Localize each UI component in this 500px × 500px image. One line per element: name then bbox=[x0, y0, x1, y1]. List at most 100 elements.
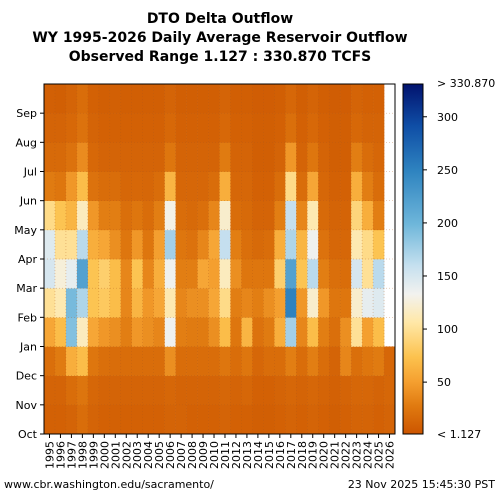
y-tick-label: Dec bbox=[16, 370, 37, 383]
heatmap-cell bbox=[87, 346, 100, 376]
heatmap-cell bbox=[208, 113, 220, 143]
heatmap-cell bbox=[197, 229, 209, 260]
heatmap-cell bbox=[307, 317, 319, 347]
heatmap-cell bbox=[44, 142, 56, 172]
heatmap-cell bbox=[307, 84, 319, 114]
heatmap-cell bbox=[65, 171, 78, 201]
heatmap-cell bbox=[252, 346, 264, 376]
heatmap-cell bbox=[296, 375, 308, 406]
heatmap-cell bbox=[285, 171, 297, 201]
colorbar-tick-label: 100 bbox=[437, 323, 458, 336]
x-tick-label: 2008 bbox=[186, 441, 199, 469]
heatmap-cell bbox=[285, 317, 297, 347]
heatmap-cell bbox=[76, 375, 89, 406]
heatmap-cell bbox=[318, 229, 330, 260]
heatmap-cell bbox=[307, 171, 319, 201]
heatmap-cell bbox=[197, 346, 209, 376]
heatmap-cell bbox=[153, 317, 165, 347]
heatmap-cell bbox=[197, 404, 209, 435]
heatmap-cell bbox=[252, 171, 264, 201]
heatmap-cell bbox=[230, 375, 242, 406]
heatmap-cell bbox=[54, 288, 67, 318]
heatmap-cell bbox=[142, 404, 154, 435]
heatmap-cell bbox=[197, 259, 209, 289]
heatmap-cell bbox=[54, 200, 67, 231]
heatmap-cell bbox=[263, 404, 275, 435]
heatmap-cell bbox=[318, 404, 330, 435]
heatmap-cell bbox=[153, 113, 165, 143]
heatmap-cell bbox=[164, 259, 176, 289]
heatmap-cell bbox=[164, 142, 176, 172]
heatmap-cell bbox=[164, 375, 176, 406]
heatmap-cell bbox=[230, 84, 242, 114]
heatmap-cell bbox=[120, 84, 133, 114]
heatmap-cell bbox=[76, 200, 89, 231]
heatmap-cell bbox=[120, 288, 133, 318]
x-tick-label: 2013 bbox=[241, 441, 254, 469]
heatmap-cell bbox=[142, 171, 154, 201]
heatmap-cell bbox=[285, 375, 297, 406]
heatmap-cell bbox=[263, 113, 275, 143]
heatmap-cell bbox=[76, 404, 89, 435]
heatmap-cell bbox=[87, 317, 100, 347]
heatmap-cell bbox=[241, 229, 253, 260]
heatmap-cell bbox=[373, 375, 385, 406]
heatmap-cell bbox=[208, 142, 220, 172]
heatmap-cell bbox=[274, 84, 286, 114]
heatmap-cell bbox=[44, 259, 56, 289]
heatmap-cell bbox=[307, 142, 319, 172]
heatmap-cell bbox=[307, 200, 319, 231]
x-tick-label: 2005 bbox=[153, 441, 166, 469]
chart-subtitle: WY 1995-2026 Daily Average Reservoir Out… bbox=[32, 30, 408, 46]
heatmap-cell bbox=[65, 404, 78, 435]
heatmap-cell bbox=[362, 404, 374, 435]
heatmap-cell bbox=[318, 317, 330, 347]
heatmap-cell bbox=[142, 346, 154, 376]
heatmap-cell bbox=[131, 229, 144, 260]
heatmap-cell bbox=[318, 375, 330, 406]
heatmap-cell bbox=[263, 229, 275, 260]
heatmap-cell bbox=[252, 404, 264, 435]
footer-url: www.cbr.washington.edu/sacramento/ bbox=[4, 478, 214, 491]
heatmap-cell bbox=[296, 142, 308, 172]
heatmap-cell bbox=[98, 229, 111, 260]
heatmap-cell bbox=[329, 171, 341, 201]
heatmap-cell bbox=[285, 404, 297, 435]
heatmap-cell bbox=[153, 84, 165, 114]
heatmap-cell bbox=[219, 404, 231, 435]
heatmap-cell bbox=[197, 200, 209, 231]
x-tick-label: 2025 bbox=[373, 441, 386, 469]
heatmap-cell bbox=[175, 229, 187, 260]
heatmap-cell bbox=[340, 171, 352, 201]
heatmap-cell bbox=[340, 229, 352, 260]
heatmap-cell bbox=[109, 346, 122, 376]
heatmap-cell bbox=[44, 229, 56, 260]
heatmap-cell bbox=[131, 142, 144, 172]
heatmap-cell bbox=[329, 113, 341, 143]
heatmap-cell bbox=[219, 288, 231, 318]
heatmap-cell bbox=[120, 346, 133, 376]
heatmap-cell bbox=[87, 259, 100, 289]
heatmap-cell bbox=[219, 375, 231, 406]
heatmap-cell bbox=[241, 346, 253, 376]
heatmap-cell bbox=[131, 317, 144, 347]
heatmap-cell bbox=[384, 375, 396, 406]
heatmap-cell bbox=[241, 84, 253, 114]
x-tick-label: 2024 bbox=[362, 441, 375, 469]
heatmap-cell bbox=[263, 288, 275, 318]
heatmap-cell bbox=[164, 171, 176, 201]
heatmap-cell bbox=[274, 200, 286, 231]
heatmap-cell bbox=[98, 288, 111, 318]
heatmap-cell bbox=[65, 142, 78, 172]
heatmap-cell bbox=[208, 259, 220, 289]
heatmap-cell bbox=[318, 200, 330, 231]
x-tick-label: 2014 bbox=[252, 441, 265, 469]
heatmap-cell bbox=[329, 229, 341, 260]
heatmap-cell bbox=[120, 317, 133, 347]
heatmap-cell bbox=[175, 375, 187, 406]
heatmap-cell bbox=[373, 113, 385, 143]
heatmap-cell bbox=[120, 200, 133, 231]
heatmap-cell bbox=[65, 375, 78, 406]
heatmap-cell bbox=[362, 259, 374, 289]
heatmap-cell bbox=[142, 317, 154, 347]
